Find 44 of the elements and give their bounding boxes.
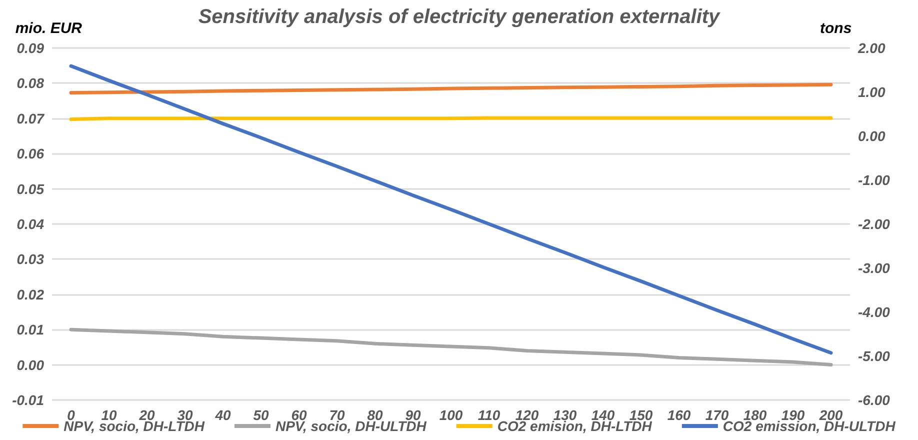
chart-title: Sensitivity analysis of electricity generation externality — [198, 6, 721, 28]
y2-tick-label: -1.00 — [858, 172, 890, 188]
x-tick-label: 40 — [214, 407, 231, 423]
line-series — [69, 82, 833, 94]
y2-tick-label: 2.00 — [857, 40, 886, 56]
y-tick-label: 0.04 — [16, 216, 44, 232]
y2-tick-label: -6.00 — [858, 392, 890, 408]
x-tick-label: 140 — [591, 407, 615, 423]
x-tick-label: 10 — [101, 407, 117, 423]
line-series — [69, 328, 833, 367]
x-tick-label: 80 — [367, 407, 383, 423]
y2-tick-label: -4.00 — [858, 304, 890, 320]
y-tick-label: -0.01 — [12, 392, 44, 408]
y-tick-label: 0.07 — [16, 110, 46, 126]
y-tick-label: 0.08 — [16, 75, 44, 92]
y-axis-title: mio. EUR — [15, 20, 82, 37]
y2-tick-label: -2.00 — [858, 216, 890, 232]
y-tick-label: 0.00 — [16, 356, 44, 373]
y-tick-label: 0.05 — [16, 180, 44, 197]
x-tick-label: 160 — [667, 407, 691, 423]
x-tick-label: 60 — [291, 407, 307, 423]
y-tick-label: 0.01 — [16, 322, 44, 338]
x-tick-label: 30 — [177, 407, 193, 423]
y2-axis-title: tons — [820, 20, 852, 37]
x-tick-label: 110 — [478, 407, 500, 423]
y2-tick-label: -5.00 — [858, 348, 890, 364]
x-tick-label: 100 — [439, 407, 463, 423]
y2-tick-label: 0.00 — [858, 128, 886, 144]
x-tick-label: 20 — [138, 407, 155, 423]
x-tick-label: 130 — [553, 407, 577, 423]
y2-tick-label: -3.00 — [858, 260, 890, 276]
y-tick-label: 0.02 — [16, 286, 44, 302]
x-tick-label: 0 — [67, 407, 76, 423]
y2-tick-label: 1.00 — [858, 84, 886, 100]
x-tick-label: 50 — [253, 407, 269, 423]
x-tick-label: 70 — [329, 407, 345, 423]
y-tick-label: 0.09 — [16, 40, 44, 56]
x-tick-label: 200 — [818, 407, 843, 423]
y-tick-label: 0.03 — [16, 251, 44, 268]
x-tick-label: 150 — [629, 407, 653, 423]
x-tick-label: 190 — [781, 407, 805, 423]
x-tick-label: 90 — [405, 407, 421, 423]
line-series — [69, 64, 833, 355]
y-tick-label: 0.06 — [16, 146, 44, 162]
